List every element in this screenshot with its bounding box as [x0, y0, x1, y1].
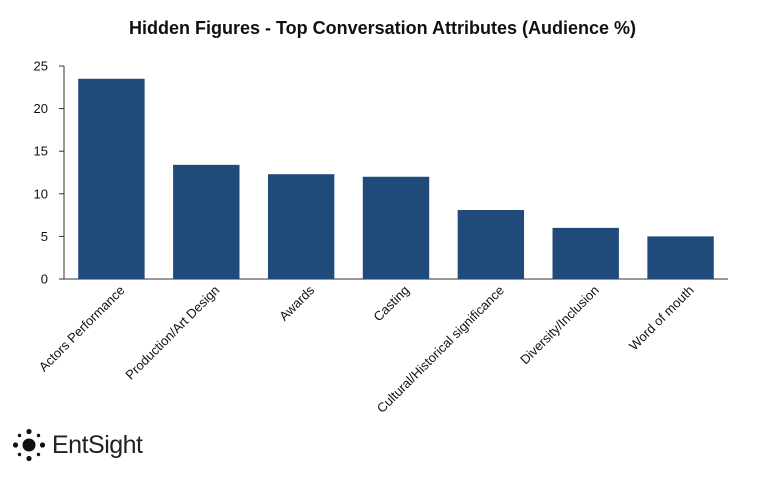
y-tick-label: 0 — [41, 272, 48, 287]
bar — [457, 209, 525, 279]
entsight-brand: EntSight — [12, 428, 143, 462]
x-tick-label: Casting — [370, 283, 412, 325]
y-tick-label: 15 — [34, 144, 48, 159]
chart-title: Hidden Figures - Top Conversation Attrib… — [128, 18, 637, 38]
bar — [78, 78, 145, 279]
dotted-circle-logo-icon — [12, 428, 46, 462]
y-tick-label: 5 — [41, 229, 48, 244]
bar — [173, 164, 240, 279]
x-tick-label: Production/Art Design — [122, 283, 222, 383]
chart-bars — [78, 78, 714, 279]
x-tick-label: Word of mouth — [626, 283, 697, 354]
x-tick-label: Actors Performance — [36, 283, 128, 375]
y-tick-label: 25 — [34, 59, 48, 74]
bar — [362, 176, 430, 279]
bar — [552, 227, 619, 279]
x-tick-label: Diversity/Inclusion — [517, 283, 602, 368]
x-tick-label: Awards — [276, 282, 317, 323]
bar — [267, 174, 335, 279]
y-tick-label: 20 — [34, 101, 48, 116]
y-tick-labels: 0 5 10 15 20 25 — [34, 59, 48, 287]
y-tick-label: 10 — [34, 186, 48, 201]
brand-name: EntSight — [52, 430, 143, 459]
bar — [647, 236, 714, 279]
